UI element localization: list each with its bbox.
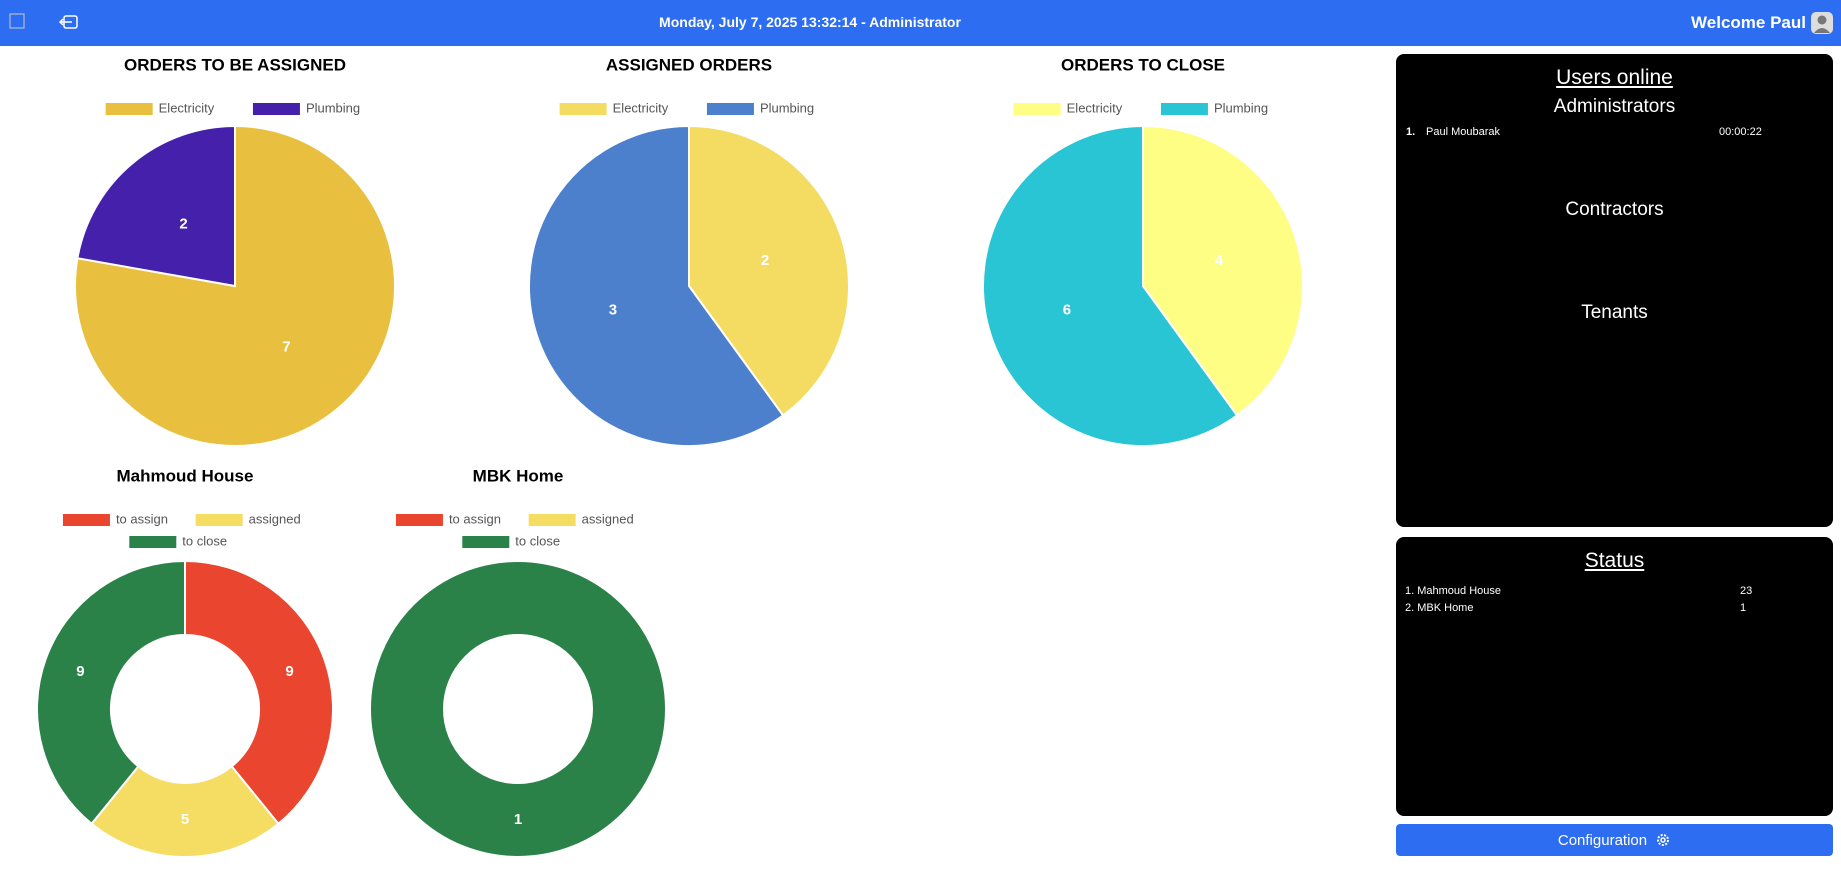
users-online-panel: Users online Administrators 1. Paul Moub… <box>1396 54 1833 527</box>
legend-swatch <box>395 514 443 526</box>
data-label: 2 <box>761 252 769 269</box>
group-name: Contractors <box>1565 199 1664 220</box>
configuration-button[interactable]: Configuration <box>1396 824 1833 856</box>
slice <box>1142 124 1304 417</box>
status-row: 2. MBK Home 1 <box>1396 602 1833 619</box>
chart-title: ASSIGNED ORDERS <box>606 55 772 74</box>
data-label: 4 <box>1215 252 1224 269</box>
status-panel: Status 1. Mahmoud House 23 2. MBK Home 1 <box>1396 537 1833 816</box>
legend-label: to close <box>182 533 227 548</box>
data-label: 9 <box>285 663 293 680</box>
data-label: 7 <box>282 338 290 355</box>
header-icons <box>9 13 78 29</box>
data-label: 9 <box>76 663 84 680</box>
legend-swatch <box>195 514 243 526</box>
header: Monday, July 7, 2025 13:32:14 - Administ… <box>0 0 1841 46</box>
slice <box>90 764 280 858</box>
data-label: 6 <box>1063 302 1071 319</box>
slice <box>36 559 186 826</box>
status-value: 23 <box>1740 585 1753 597</box>
legend-label: to close <box>515 533 560 548</box>
user-group: Tenants <box>1396 302 1833 399</box>
legend-swatch <box>528 514 576 526</box>
legend-swatch <box>129 536 177 548</box>
panel-title: Status <box>1584 549 1645 572</box>
user-row: 1. Paul Moubarak 00:00:22 <box>1396 126 1833 143</box>
slice <box>688 124 850 417</box>
legend-label: Plumbing <box>306 100 360 115</box>
status-label: 1. Mahmoud House <box>1405 585 1501 597</box>
legend-swatch <box>706 103 754 115</box>
slice <box>528 124 785 447</box>
avatar[interactable] <box>1811 12 1833 34</box>
legend-label: Electricity <box>613 100 669 115</box>
group-name: Tenants <box>1581 302 1648 323</box>
group-name: Administrators <box>1553 96 1676 117</box>
status-label: 2. MBK Home <box>1405 602 1474 614</box>
gear-icon <box>1657 834 1670 846</box>
legend-swatch <box>1160 103 1208 115</box>
slice <box>184 559 334 826</box>
status-value: 1 <box>1740 602 1747 614</box>
slice <box>369 559 667 859</box>
logout-icon[interactable] <box>58 15 78 29</box>
legend-label: Electricity <box>1067 100 1123 115</box>
chart-title: MBK Home <box>473 466 564 485</box>
user-rank: 1. <box>1406 126 1416 138</box>
data-label: 3 <box>609 302 617 319</box>
slice <box>76 124 236 288</box>
legend-label: to assign <box>116 511 168 526</box>
user-group: Contractors <box>1396 199 1833 296</box>
chart-title: ORDERS TO CLOSE <box>1061 55 1225 74</box>
datetime: Monday, July 7, 2025 13:32:14 - Administ… <box>659 14 961 30</box>
legend-swatch <box>62 514 110 526</box>
chart-title: ORDERS TO BE ASSIGNED <box>124 55 346 74</box>
broken-image <box>9 13 25 29</box>
legend-label: assigned <box>582 511 634 526</box>
data-label: 5 <box>181 811 189 828</box>
user-time: 00:00:22 <box>1719 126 1762 138</box>
welcome: Welcome Paul <box>1691 13 1806 32</box>
legend-swatch <box>252 103 300 115</box>
button-label: Configuration <box>1557 831 1648 849</box>
charts: ORDERS TO BE ASSIGNED Electricity Plumbing… <box>36 55 1304 859</box>
legend-label: Plumbing <box>1214 100 1268 115</box>
user-name: Paul Moubarak <box>1426 126 1500 138</box>
data-label: 2 <box>179 216 187 233</box>
slice <box>982 124 1239 447</box>
chart-title: Mahmoud House <box>117 466 254 485</box>
legend-swatch <box>462 536 510 548</box>
legend-label: assigned <box>249 511 301 526</box>
panel-title: Users online <box>1556 66 1673 89</box>
legend-label: Plumbing <box>760 100 814 115</box>
user-group: Administrators 1. Paul Moubarak 00:00:22 <box>1396 96 1833 193</box>
legend-swatch <box>1013 103 1061 115</box>
legend-label: Electricity <box>159 100 215 115</box>
data-label: 1 <box>514 811 522 828</box>
status-row: 1. Mahmoud House 23 <box>1396 585 1833 602</box>
legend-swatch <box>105 103 153 115</box>
legend-swatch <box>559 103 607 115</box>
legend-label: to assign <box>449 511 501 526</box>
